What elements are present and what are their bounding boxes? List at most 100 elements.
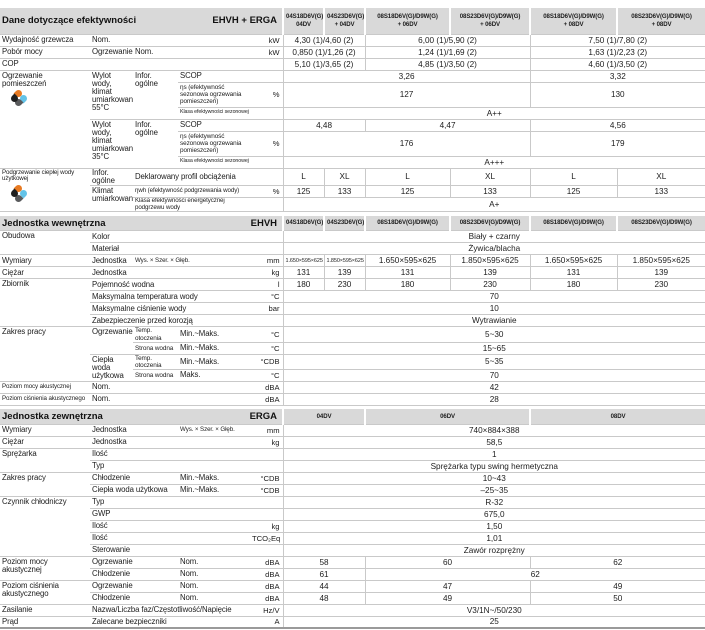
cell-text: 1.850×595×625 [632, 256, 690, 266]
label-cell: Wymiary [0, 424, 90, 437]
cell-text: 133 [483, 186, 497, 196]
spec-row: Pobór mocy Ogrzewanie Nom. kW 0,850 (1)/1,26… [0, 46, 705, 59]
unit-cell [250, 197, 284, 213]
cell-text: 08S18D6V(G)/D9W(G) + 08DV [543, 13, 604, 28]
cell-text: TCO₂Eq [252, 533, 281, 543]
cell-text: 176 [399, 139, 414, 148]
label-cell: Klimat umiarkowany [90, 185, 133, 213]
label-cell: Zasilanie [0, 604, 90, 617]
value-cell: 1.850×595×625 [449, 254, 531, 268]
cell-text: 28 [489, 394, 499, 404]
label-cell: Nom. [133, 46, 251, 59]
cell-text: 125 [566, 186, 581, 196]
cell-text: Ilość [92, 521, 108, 531]
cell-text: Podgrzewanie ciepłej wody użytkowej [2, 168, 75, 183]
label-cell: Sprężarka [0, 448, 90, 473]
cell-text: 230 [483, 280, 497, 290]
unit-cell: mm [250, 254, 284, 268]
label-cell: Zakres pracy [0, 472, 90, 497]
spec-row: COP 5,10 (1)/3,65 (2) 4,85 (1)/3,50 (2) 4,6… [0, 58, 705, 71]
cell-text: COP [2, 58, 19, 68]
spec-row: Typ Sprężarka typu swing hermetyczna [0, 460, 705, 473]
value-cell: 230 [616, 278, 705, 292]
cell-text: Infor. ogólne [135, 119, 158, 137]
label-cell: Infor. ogólne [133, 70, 179, 120]
unit-cell: dBA [250, 393, 284, 406]
value-cell: Żywica/blacha [282, 242, 705, 256]
label-cell: Zalecane bezpieczniki [90, 616, 251, 629]
value-cell: Sprężarka typu swing hermetyczna [282, 460, 705, 473]
cell-text: dBA [265, 581, 280, 591]
cell-text: 08S23D6V(G)/D9W(G) + 08DV [631, 13, 692, 28]
unit-cell: kg [250, 266, 284, 280]
cell-text: °CDB [260, 473, 280, 483]
value-cell: 60 [364, 556, 531, 569]
column-header: 08S18D6V(G)/D9W(G) [364, 215, 451, 232]
cell-text: 47 [442, 581, 453, 591]
label-cell: Pojemność wodna [90, 278, 251, 292]
cell-text: Ogrzewanie [92, 581, 133, 591]
unit-cell [250, 314, 284, 328]
value-cell: XL [449, 168, 531, 186]
unit-cell [250, 448, 284, 461]
cell-text: Poziom mocy akustycznej [2, 556, 48, 574]
cell-text: L [405, 172, 410, 182]
cell-text: 06DV [440, 412, 455, 420]
label-cell: Infor. ogólne [133, 119, 179, 169]
value-cell: 62 [529, 556, 705, 569]
unit-cell: °CDB [250, 484, 284, 497]
label-cell: SCOP [178, 119, 251, 132]
cell-text: % [272, 186, 280, 196]
cell-text: ηwh (efektywność podgrzewania wody) [135, 186, 240, 194]
cell-text: 1.650×595×625 [544, 256, 603, 266]
label-cell: Ilość [90, 520, 251, 533]
label-cell: Ogrzewanie [90, 580, 179, 593]
cell-text: dBA [265, 569, 280, 579]
spec-row: Sterowanie Zawór rozprężny [0, 544, 705, 557]
spec-row: Strona wodna Maks. °C 70 [0, 369, 705, 382]
cell-text: Poziom ciśnienia akustycznego [2, 394, 86, 402]
cell-text: Strona wodna [135, 371, 174, 379]
column-header: 08DV [529, 409, 705, 425]
value-cell: 4,47 [364, 119, 531, 132]
cell-text: 5~35 [485, 357, 504, 367]
cell-text: Maksymalne ciśnienie wody [92, 303, 187, 313]
cell-text: 04S23D6V(G) + 04DV [327, 13, 365, 28]
value-cell: 179 [529, 131, 705, 157]
value-cell: 5~30 [282, 326, 705, 343]
value-cell: 5~35 [282, 354, 705, 370]
value-cell: 58,5 [282, 436, 705, 449]
spec-row: Klasa efektywności sezonowej ogrzewania … [0, 107, 705, 120]
cell-text: Żywica/blacha [468, 244, 521, 254]
cell-text: 675,0 [484, 509, 505, 519]
cell-text: l [277, 280, 280, 290]
label-cell: Ogrzewanie pomieszczeń [0, 70, 90, 169]
cell-text: 125 [296, 186, 311, 196]
unit-cell: A [250, 616, 284, 629]
cell-text: 70 [489, 370, 499, 380]
cell-text: Maksymalna temperatura wody [92, 291, 198, 301]
column-header: 06DV [364, 409, 531, 425]
spec-row: Podgrzewanie ciepłej wody użytkowej Infor… [0, 168, 705, 213]
column-header: 04S23D6V(G) [323, 215, 366, 232]
label-cell: Wys. × Szer. × Głęb. [178, 424, 251, 437]
efficiency-clover-icon [9, 183, 28, 204]
header-row: Jednostka wewnętrzna EHVH 04S18D6V(G) 04S23… [0, 215, 705, 232]
cell-text: Min.~Maks. [180, 485, 220, 495]
spec-row: Ilość TCO₂Eq 1,01 [0, 532, 705, 545]
label-cell: Wydajność grzewcza [0, 34, 90, 47]
unit-cell: kg [250, 436, 284, 449]
cell-text: Zabezpieczenie przed korozją [92, 315, 193, 325]
label-cell: COP [0, 58, 251, 71]
label-cell: Temp. otoczenia [133, 326, 179, 343]
cell-text: 180 [400, 280, 415, 290]
spacer-row [0, 211, 705, 216]
cell-text: °CDB [260, 357, 280, 367]
label-cell: Prąd [0, 616, 90, 629]
cell-text: Ogrzewanie [92, 557, 133, 567]
label-cell: Zabezpieczenie przed korozją [90, 314, 251, 328]
cell-text: 4,30 (1)/4,60 (2) [294, 35, 354, 45]
cell-text: XL [656, 172, 667, 182]
cell-text: Klasa efektywności sezonowej ogrzewania … [180, 158, 250, 165]
cell-text: Ilość [92, 449, 108, 459]
